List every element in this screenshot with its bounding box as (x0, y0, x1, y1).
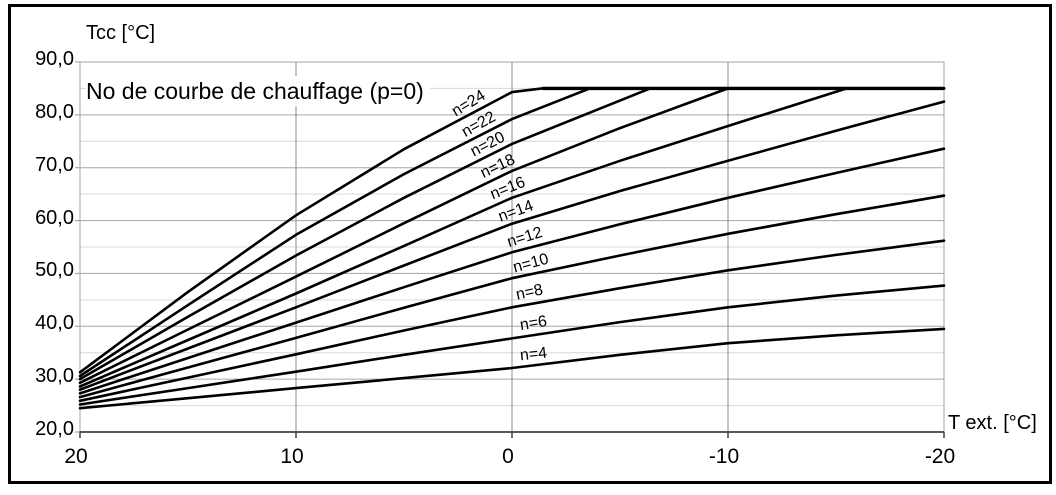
heating-curve-n=24 (78, 87, 946, 374)
x-tick-label: -20 (924, 445, 956, 468)
curve-label-n=4: n=4 (519, 344, 548, 364)
heating-curve-n=14 (78, 100, 946, 392)
y-tick-label: 60,0 (35, 206, 74, 229)
x-tick-label: 10 (280, 445, 304, 468)
heating-curve-n=8 (78, 239, 946, 403)
y-tick-label: 50,0 (35, 259, 74, 282)
heating-curve-n=18 (78, 87, 946, 385)
x-tick-label: 0 (502, 445, 514, 468)
y-tick-label: 20,0 (35, 418, 74, 440)
chart-annotation: No de courbe de chauffage (p=0) (86, 76, 430, 106)
x-tick-label: -10 (708, 445, 740, 468)
y-tick-label: 90,0 (35, 48, 74, 70)
y-tick-label: 30,0 (35, 365, 74, 388)
x-tick-label: 20 (64, 445, 88, 468)
heating-curve-n=6 (78, 284, 946, 406)
heating-curve-n=16 (78, 87, 946, 388)
y-tick-label: 70,0 (35, 153, 74, 176)
y-axis-title: Tcc [°C] (86, 22, 156, 44)
heating-curve-n=10 (78, 194, 946, 399)
heating-curve-n=4 (78, 327, 946, 410)
y-tick-label: 80,0 (35, 100, 74, 123)
y-tick-label: 40,0 (35, 312, 74, 335)
heating-curve-n=12 (78, 147, 946, 395)
x-axis-title: T ext. [°C] (948, 412, 1037, 434)
chart-outer-frame (8, 4, 1052, 484)
